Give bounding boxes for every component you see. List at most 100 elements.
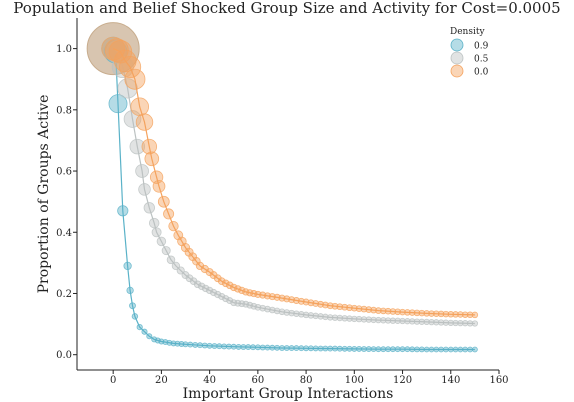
data-point: [467, 346, 474, 353]
legend-marker: [450, 51, 464, 65]
data-point: [293, 345, 300, 352]
data-point: [156, 236, 167, 247]
data-point: [245, 344, 252, 351]
data-point: [216, 343, 223, 350]
data-point: [312, 300, 320, 307]
data-point: [126, 286, 134, 295]
data-point: [225, 343, 232, 350]
data-point: [152, 179, 166, 193]
data-point: [404, 309, 411, 316]
series-0.5: [101, 36, 479, 327]
data-point: [206, 342, 213, 349]
data-point: [437, 310, 445, 318]
data-point: [360, 305, 368, 313]
data-point: [211, 343, 218, 349]
data-point: [264, 344, 271, 351]
data-point: [278, 308, 286, 316]
data-point: [307, 312, 315, 319]
data-point: [307, 345, 314, 352]
data-point: [283, 345, 290, 351]
data-point: [336, 345, 343, 352]
data-point: [462, 320, 469, 327]
data-point: [471, 311, 479, 319]
data-point: [269, 344, 276, 351]
legend-label: 0.0: [474, 68, 489, 78]
y-tick-label: 1.0: [56, 44, 72, 55]
data-point: [457, 346, 464, 353]
data-point: [351, 315, 358, 323]
data-point: [414, 346, 420, 353]
series-0.0: [101, 36, 479, 319]
legend-title: Density: [450, 27, 485, 37]
series-0.9: [101, 36, 478, 353]
data-point: [205, 286, 214, 295]
x-tick-label: 120: [393, 375, 412, 386]
data-point: [168, 220, 179, 232]
data-point: [288, 309, 295, 317]
x-tick-label: 0: [110, 375, 116, 386]
data-point: [144, 151, 160, 167]
data-point: [176, 266, 185, 275]
data-point: [123, 110, 142, 128]
data-point: [131, 313, 139, 320]
data-point: [157, 195, 170, 208]
data-point: [466, 320, 474, 327]
data-point: [389, 308, 397, 315]
data-point: [117, 205, 129, 217]
data-point: [360, 316, 368, 323]
data-point: [303, 345, 310, 352]
data-point: [141, 138, 158, 155]
data-point: [370, 346, 377, 353]
data-point: [151, 227, 162, 238]
x-tick-label: 40: [203, 375, 216, 386]
data-point: [143, 202, 155, 214]
data-point: [336, 314, 343, 322]
data-point: [365, 306, 373, 313]
data-point: [317, 313, 324, 320]
x-tick-label: 20: [155, 375, 168, 386]
data-point: [462, 346, 469, 353]
data-point: [404, 346, 411, 353]
data-point: [423, 346, 430, 353]
data-point: [180, 243, 191, 253]
data-point: [268, 306, 276, 314]
data-point: [119, 55, 142, 79]
data-point: [361, 346, 367, 352]
data-point: [375, 346, 382, 353]
data-point: [279, 345, 285, 351]
x-tick-label: 60: [251, 375, 264, 386]
data-point: [433, 346, 440, 353]
data-point: [428, 310, 435, 317]
data-point: [201, 284, 210, 293]
data-point: [331, 302, 339, 310]
data-point: [394, 317, 401, 324]
data-point: [418, 346, 425, 353]
data-point: [124, 68, 146, 90]
data-point: [205, 268, 214, 277]
data-point: [274, 344, 281, 351]
data-point: [385, 346, 392, 353]
legend-label: 0.9: [474, 42, 489, 52]
x-tick-label: 100: [345, 375, 364, 386]
data-point: [408, 309, 416, 316]
data-point: [327, 345, 334, 352]
data-point: [226, 297, 234, 305]
data-point: [238, 286, 246, 295]
y-tick-label: 0.8: [56, 105, 72, 116]
data-point: [356, 345, 363, 352]
data-point: [298, 345, 305, 352]
data-point: [380, 346, 387, 353]
data-point: [466, 311, 474, 319]
legend-marker: [450, 64, 464, 78]
data-point: [225, 281, 234, 290]
data-point: [217, 277, 226, 286]
y-tick-label: 0.0: [56, 350, 72, 361]
data-point: [399, 308, 406, 316]
data-point: [218, 292, 226, 301]
data-point: [312, 312, 319, 320]
data-point: [433, 310, 440, 317]
data-point: [195, 261, 205, 271]
data-point: [317, 345, 324, 352]
data-point: [346, 315, 353, 322]
